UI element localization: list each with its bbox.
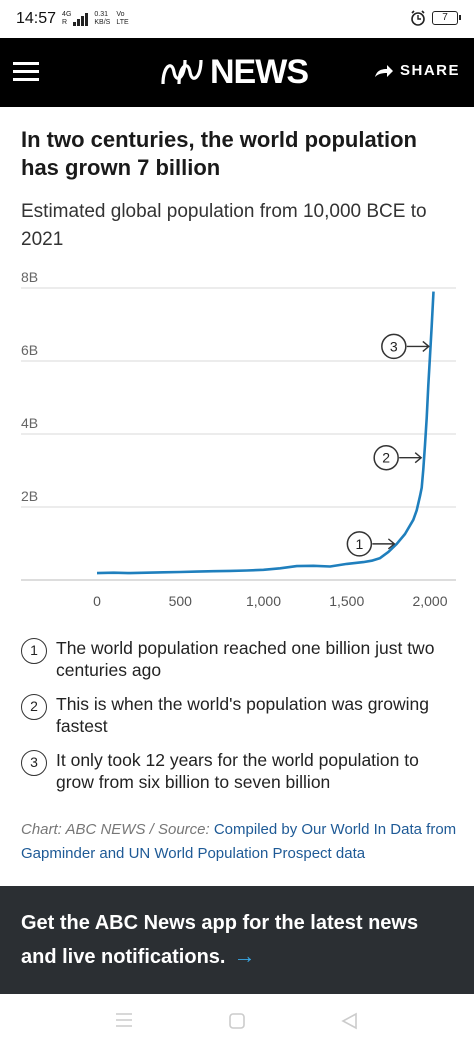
y-tick-label: 8B [21, 269, 38, 285]
roaming-indicator: R [62, 19, 68, 26]
chart-notes: 1 The world population reached one billi… [21, 637, 461, 805]
annotation-label: 3 [390, 338, 398, 354]
home-icon[interactable] [228, 1012, 246, 1030]
back-icon[interactable] [340, 1012, 358, 1030]
carrier-vo: Vo [116, 11, 125, 18]
logo-text: NEWS [210, 52, 309, 91]
x-tick-label: 1,000 [246, 593, 281, 609]
abc-logo-icon [161, 59, 203, 85]
note-number: 2 [21, 694, 47, 720]
x-tick-label: 0 [93, 593, 101, 609]
annotation-arrow [372, 538, 396, 550]
annotation-label: 1 [355, 536, 363, 552]
hamburger-line [13, 70, 39, 73]
article-subhead: Estimated global population from 10,000 … [21, 201, 427, 250]
carrier-label: Vo LTE [116, 11, 128, 27]
note-item: 3 It only took 12 years for the world po… [21, 749, 461, 793]
note-text: The world population reached one billion… [56, 638, 435, 680]
credit-prefix: Chart: ABC NEWS / Source: [21, 821, 210, 838]
banner-text: Get the ABC News app for the latest news… [21, 912, 419, 968]
population-chart: 2B 4B 6B 8B 0 500 1,000 1,500 2,000 1 2 3 [21, 269, 456, 609]
source-link[interactable]: Compiled by Our World In Data from Gapmi… [21, 821, 457, 862]
annotation-marker [373, 444, 399, 471]
carrier-lte: LTE [116, 19, 129, 26]
hamburger-line [13, 78, 39, 81]
network-gen: 4G [62, 11, 72, 18]
y-tick-label: 6B [21, 342, 38, 358]
chart-credit: Chart: ABC NEWS / Source: Compiled by Ou… [21, 818, 461, 866]
status-time: 14:57 [16, 10, 57, 27]
annotation-marker [346, 531, 373, 557]
menu-button[interactable] [13, 62, 39, 82]
note-item: 1 The world population reached one billi… [21, 637, 461, 681]
speed-unit: KB/S [94, 19, 111, 26]
note-number: 3 [21, 750, 47, 776]
hamburger-line [13, 62, 39, 65]
population-line [96, 291, 435, 575]
status-bar: 14:57 4G R 0.31 KB/S Vo LTE 7 [0, 0, 474, 38]
y-tick-label: 2B [21, 488, 38, 504]
note-item: 2 This is when the world's population wa… [21, 693, 461, 737]
share-arrow-icon [374, 64, 393, 77]
system-nav-bar [0, 994, 474, 1053]
recents-menu-icon[interactable] [115, 1012, 133, 1028]
network-type: 4G R [62, 11, 71, 27]
x-tick-label: 1,500 [329, 593, 364, 609]
x-tick-label: 2,000 [412, 593, 447, 609]
abc-news-logo[interactable]: NEWS [160, 52, 309, 92]
share-button[interactable]: SHARE [374, 62, 460, 79]
app-promo-banner[interactable]: Get the ABC News app for the latest news… [0, 886, 474, 994]
status-right: 7 [410, 10, 461, 26]
alarm-icon [411, 10, 425, 26]
article-headline: In two centuries, the world population h… [21, 127, 417, 180]
annotation-arrow [399, 452, 423, 464]
note-text: It only took 12 years for the world popu… [56, 750, 419, 792]
signal-icon [73, 12, 89, 26]
network-speed: 0.31 KB/S [94, 11, 110, 27]
x-tick-label: 500 [169, 593, 193, 609]
speed-value: 0.31 [94, 11, 109, 18]
note-number: 1 [21, 638, 47, 664]
top-bar: NEWS SHARE [0, 38, 474, 107]
note-text: This is when the world's population was … [56, 694, 429, 736]
annotation-label: 2 [382, 450, 390, 466]
y-tick-label: 4B [21, 415, 38, 431]
arrow-right-icon: → [233, 943, 256, 968]
battery-icon: 7 [432, 11, 461, 25]
annotation-marker [381, 333, 407, 360]
share-label: SHARE [399, 62, 460, 79]
annotation-arrow [406, 340, 430, 352]
